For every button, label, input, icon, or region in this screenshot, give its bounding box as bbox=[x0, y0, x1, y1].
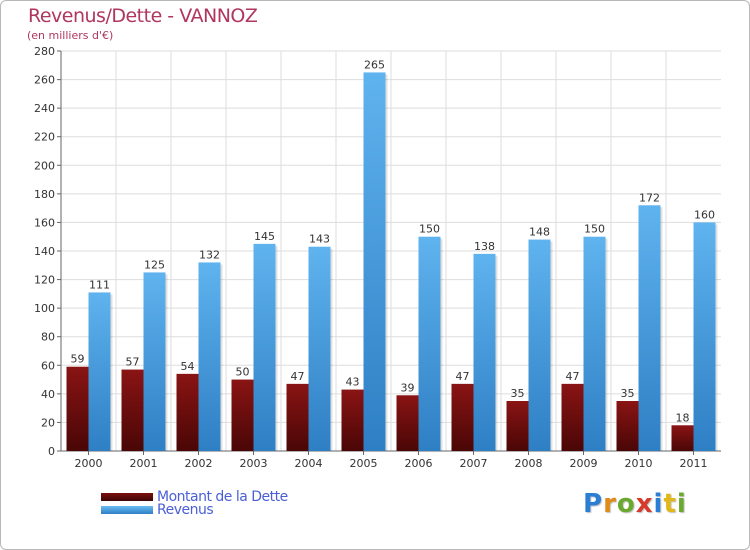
bar-dette bbox=[66, 366, 89, 451]
logo-letter: r bbox=[603, 489, 617, 519]
x-tick-label: 2008 bbox=[515, 457, 543, 470]
y-tick-label: 260 bbox=[34, 74, 55, 87]
chart-title: Revenus/Dette - VANNOZ bbox=[28, 5, 258, 27]
data-label: 59 bbox=[71, 353, 85, 366]
bar-dette bbox=[231, 379, 254, 451]
y-tick-label: 80 bbox=[41, 331, 55, 344]
y-tick-label: 200 bbox=[34, 159, 55, 172]
y-tick-label: 120 bbox=[34, 274, 55, 287]
bar-dette bbox=[176, 373, 199, 451]
bar-dette bbox=[396, 395, 419, 451]
bar-dette bbox=[286, 383, 309, 451]
bar-revenus bbox=[88, 292, 111, 451]
data-label: 47 bbox=[456, 370, 470, 383]
bar-dette bbox=[341, 389, 364, 451]
y-tick-label: 40 bbox=[41, 388, 55, 401]
data-label: 54 bbox=[181, 360, 195, 373]
data-label: 43 bbox=[346, 376, 360, 389]
y-tick-label: 20 bbox=[41, 416, 55, 429]
data-label: 132 bbox=[199, 248, 220, 261]
data-label: 39 bbox=[401, 381, 415, 394]
data-label: 145 bbox=[254, 230, 275, 243]
data-label: 57 bbox=[126, 356, 140, 369]
logo-letter: i bbox=[676, 489, 687, 519]
bar-revenus bbox=[583, 236, 606, 451]
data-label: 18 bbox=[676, 411, 690, 424]
bar-revenus bbox=[528, 239, 551, 451]
data-label: 111 bbox=[89, 278, 110, 291]
bar-revenus bbox=[473, 253, 496, 451]
chart-subtitle: (en milliers d'€) bbox=[27, 29, 114, 42]
x-tick-label: 2001 bbox=[130, 457, 158, 470]
y-tick-label: 100 bbox=[34, 302, 55, 315]
x-tick-label: 2010 bbox=[625, 457, 653, 470]
data-label: 138 bbox=[474, 240, 495, 253]
y-tick-label: 60 bbox=[41, 359, 55, 372]
bar-dette bbox=[561, 383, 584, 451]
data-label: 47 bbox=[291, 370, 305, 383]
x-tick-label: 2006 bbox=[405, 457, 433, 470]
grid-lines bbox=[61, 50, 721, 451]
x-tick-label: 2003 bbox=[240, 457, 268, 470]
legend-swatch-revenus bbox=[101, 506, 153, 514]
data-label: 143 bbox=[309, 233, 330, 246]
bar-revenus bbox=[363, 72, 386, 451]
data-label: 35 bbox=[511, 387, 525, 400]
bar-revenus bbox=[198, 262, 221, 451]
y-tick-label: 280 bbox=[34, 45, 55, 58]
bar-dette bbox=[506, 401, 529, 451]
y-tick-label: 220 bbox=[34, 131, 55, 144]
bar-dette bbox=[121, 369, 144, 451]
data-label: 125 bbox=[144, 258, 165, 271]
y-tick-label: 180 bbox=[34, 188, 55, 201]
y-tick-label: 160 bbox=[34, 216, 55, 229]
bar-revenus bbox=[418, 236, 441, 451]
legend-swatch-dette bbox=[101, 493, 153, 501]
axes bbox=[57, 50, 721, 455]
logo-letter: i bbox=[653, 489, 664, 519]
x-tick-label: 2004 bbox=[295, 457, 323, 470]
y-tick-label: 140 bbox=[34, 245, 55, 258]
logo-letter: t bbox=[663, 489, 677, 519]
bars bbox=[66, 72, 718, 451]
x-tick-label: 2000 bbox=[75, 457, 103, 470]
x-tick-label: 2011 bbox=[680, 457, 708, 470]
data-label: 35 bbox=[621, 387, 635, 400]
y-tick-label: 240 bbox=[34, 102, 55, 115]
bar-revenus bbox=[253, 243, 276, 451]
bar-revenus bbox=[693, 222, 716, 451]
data-label: 47 bbox=[566, 370, 580, 383]
x-tick-label: 2005 bbox=[350, 457, 378, 470]
data-label: 172 bbox=[639, 191, 660, 204]
proxiti-logo: Proxiti bbox=[583, 489, 687, 519]
bar-dette bbox=[671, 425, 694, 451]
logo-letter: x bbox=[635, 489, 654, 519]
legend-label-dette: Montant de la Dette bbox=[157, 489, 288, 505]
logo-letter: o bbox=[616, 489, 636, 519]
bar-revenus bbox=[638, 205, 661, 451]
data-label: 265 bbox=[364, 58, 385, 71]
bar-revenus bbox=[308, 246, 331, 451]
x-tick-label: 2007 bbox=[460, 457, 488, 470]
x-tick-label: 2009 bbox=[570, 457, 598, 470]
labels: 0 20 40 60 80 100 120 140 160 180 200 220 240 260 280 2… bbox=[34, 45, 715, 470]
data-label: 148 bbox=[529, 226, 550, 239]
legend-item-dette: Montant de la Dette bbox=[101, 489, 288, 505]
data-label: 50 bbox=[236, 366, 250, 379]
x-tick-label: 2002 bbox=[185, 457, 213, 470]
legend-label-revenus: Revenus bbox=[157, 502, 214, 518]
legend-item-revenus: Revenus bbox=[101, 502, 214, 518]
bar-revenus bbox=[143, 272, 166, 451]
y-tick-label: 0 bbox=[48, 445, 55, 458]
bar-dette bbox=[616, 401, 639, 451]
bar-dette bbox=[451, 383, 474, 451]
data-label: 150 bbox=[584, 223, 605, 236]
logo-letter: P bbox=[583, 489, 604, 519]
data-label: 150 bbox=[419, 223, 440, 236]
data-label: 160 bbox=[694, 208, 715, 221]
